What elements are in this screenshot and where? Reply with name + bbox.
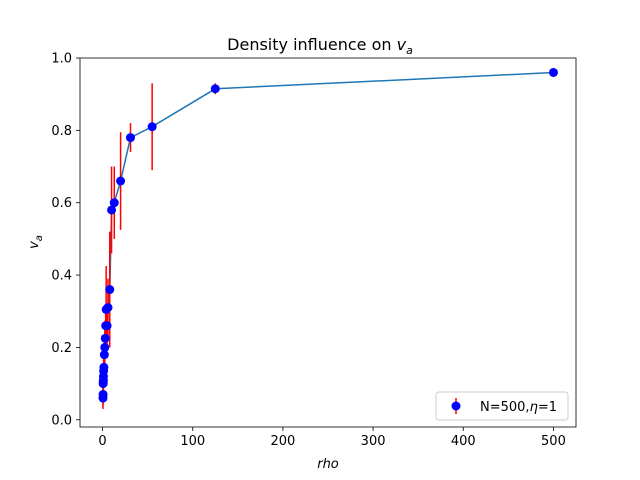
- chart-title: Density influence on va: [227, 35, 413, 57]
- data-point: [147, 122, 157, 132]
- x-tick-label: 500: [541, 434, 566, 449]
- data-point: [105, 285, 115, 295]
- axes-frame: [79, 57, 577, 428]
- legend-box: [435, 391, 569, 421]
- x-tick-label: 200: [270, 434, 295, 449]
- plot-area: 0 100 200 300 400 500 0.0 0.2 0.4 0.6 0.8 1.0: [51, 52, 577, 449]
- data-point: [107, 205, 117, 215]
- legend: N=500,η=1: [435, 391, 569, 421]
- data-point: [102, 321, 112, 331]
- data-point: [109, 198, 119, 208]
- y-tick-label: 0.6: [51, 196, 72, 211]
- x-tick-label: 0: [98, 434, 106, 449]
- y-tick-label: 0.8: [51, 124, 72, 139]
- data-point: [99, 350, 109, 360]
- x-tick-label: 300: [361, 434, 386, 449]
- data-point: [99, 362, 109, 372]
- data-point: [100, 342, 110, 352]
- data-point: [103, 303, 113, 313]
- x-axis-label: rho: [317, 457, 339, 472]
- data-point: [210, 84, 220, 94]
- data-point: [548, 67, 558, 77]
- y-tick-label: 0.4: [51, 269, 72, 284]
- x-tick-label: 100: [180, 434, 205, 449]
- y-tick-label: 1.0: [51, 52, 72, 67]
- data-point: [100, 333, 110, 343]
- x-tick-label: 400: [451, 434, 476, 449]
- y-tick-label: 0.0: [51, 413, 72, 428]
- legend-marker-icon: [451, 401, 461, 411]
- legend-label: N=500,η=1: [480, 400, 557, 415]
- y-axis-label: va: [27, 235, 45, 249]
- data-point: [98, 389, 108, 399]
- series-line: [102, 71, 554, 399]
- data-point: [126, 133, 136, 143]
- data-point: [116, 176, 126, 186]
- y-tick-label: 0.2: [51, 341, 72, 356]
